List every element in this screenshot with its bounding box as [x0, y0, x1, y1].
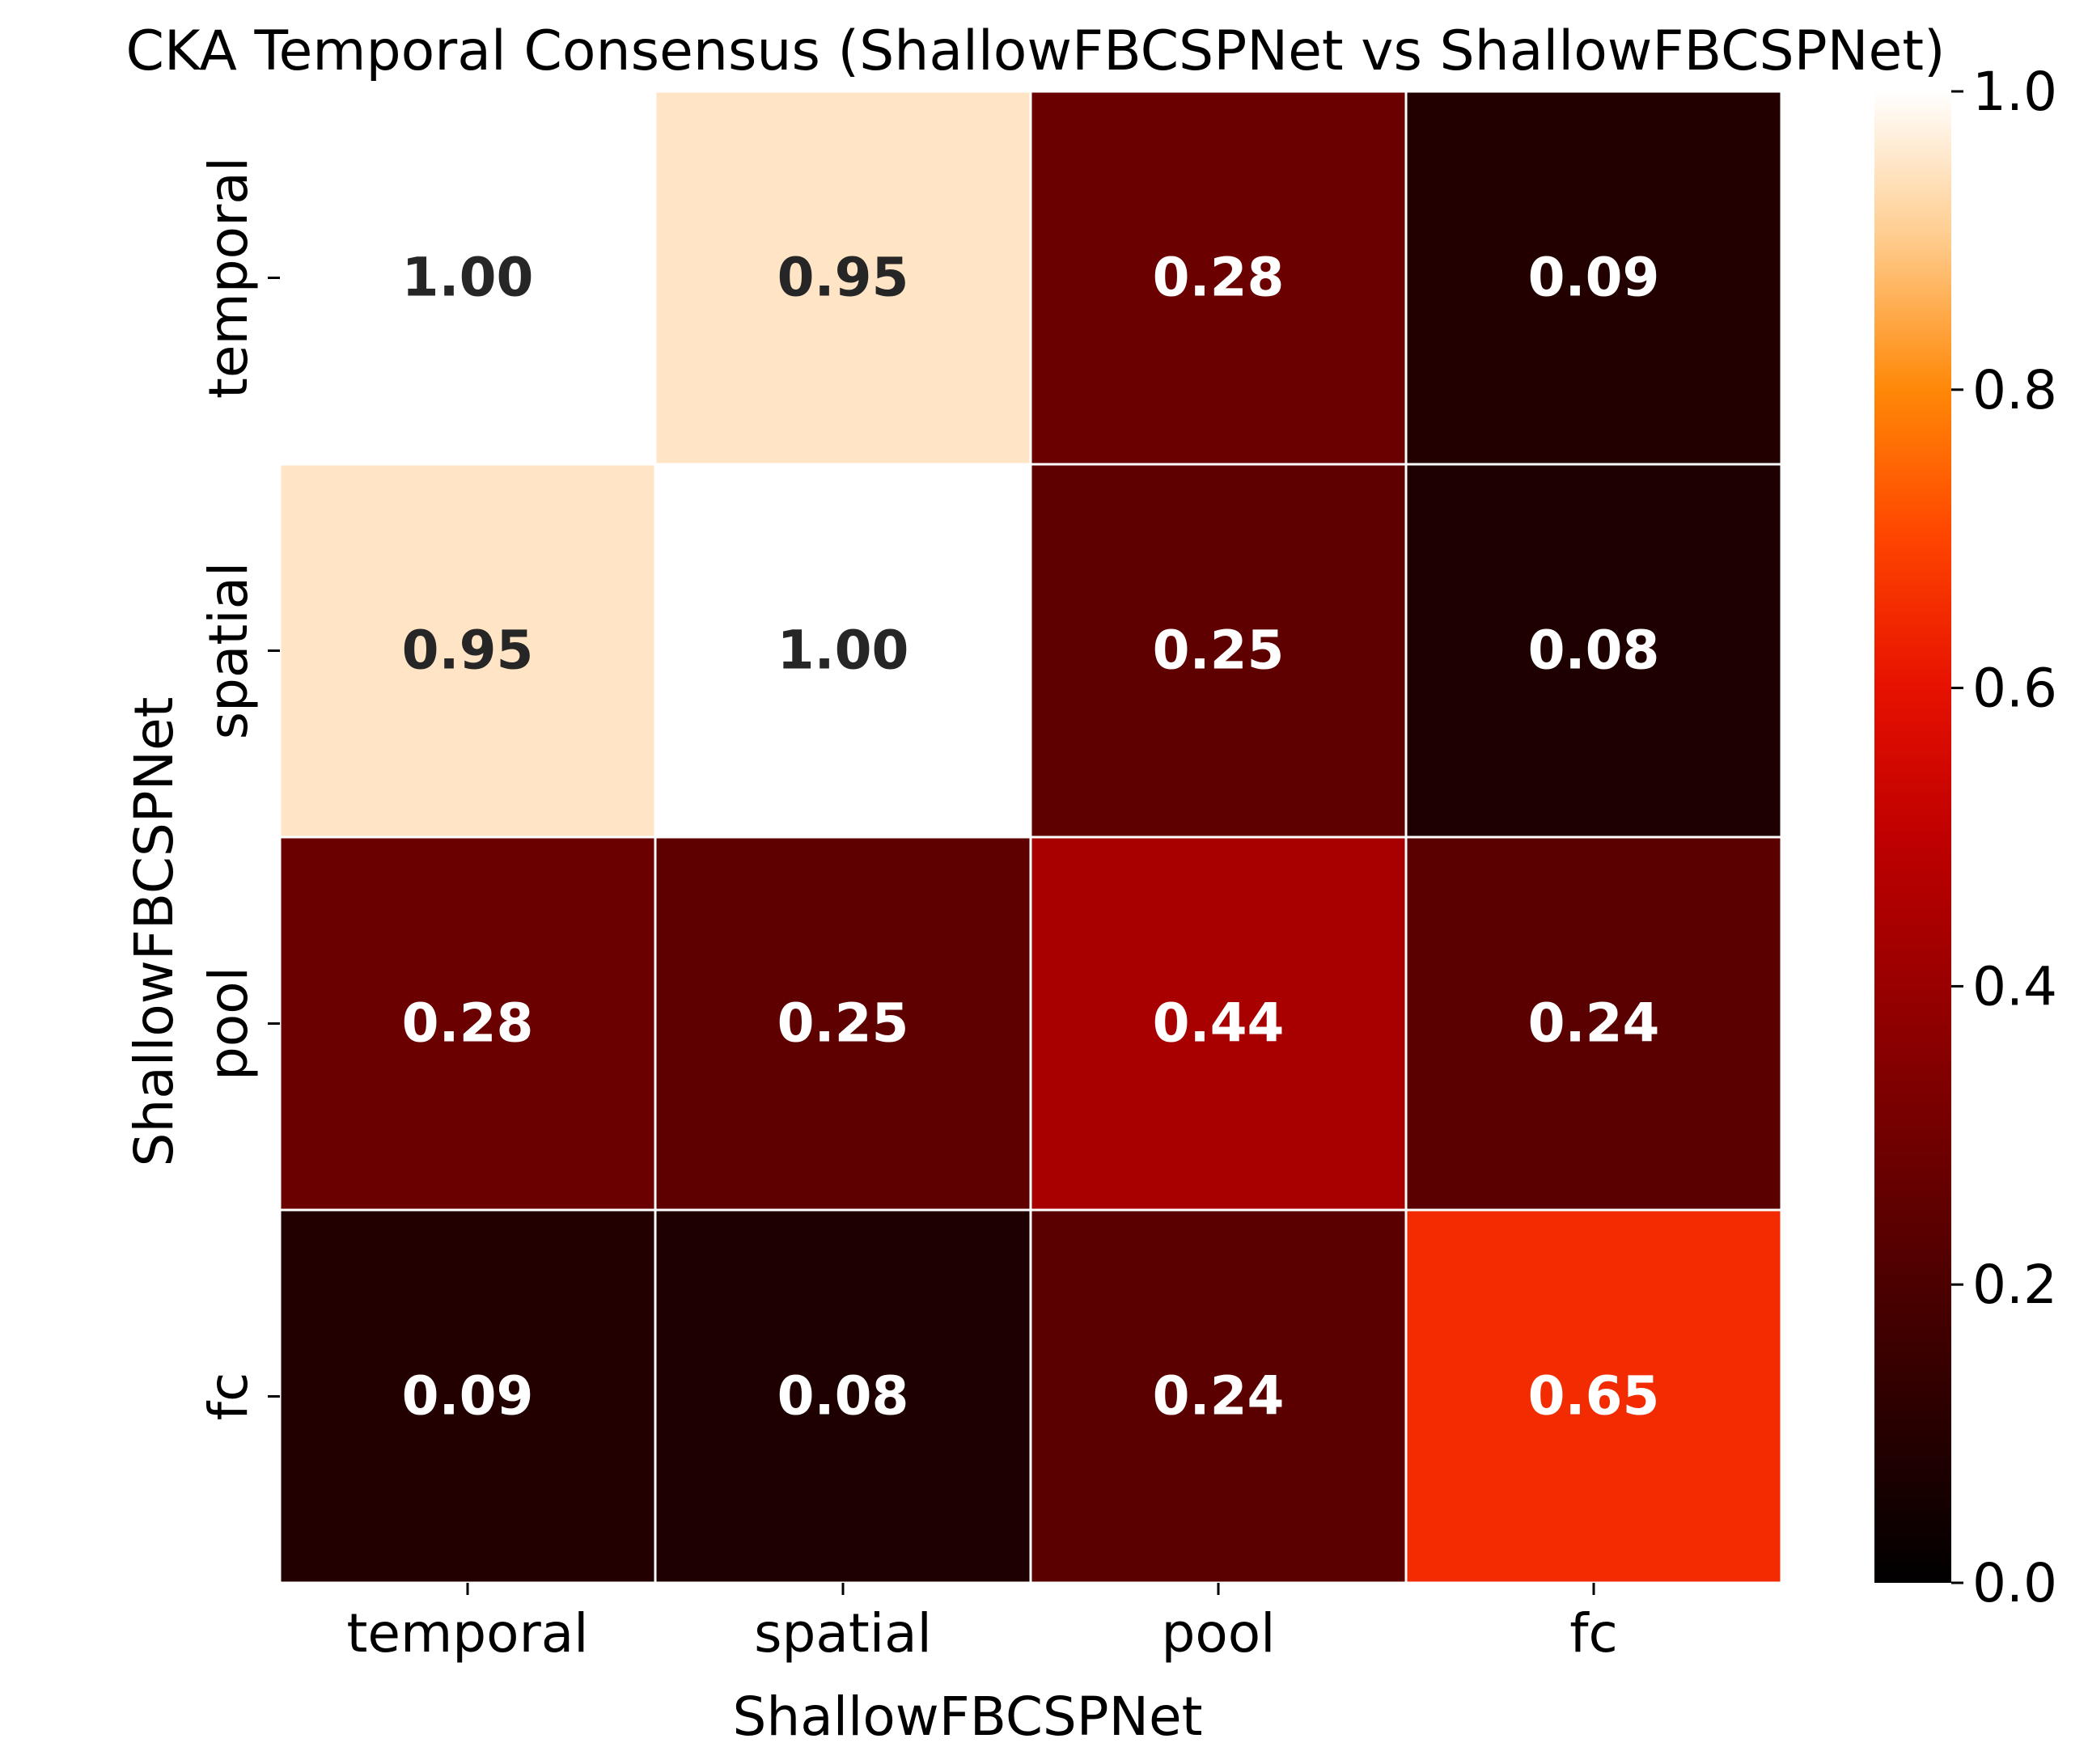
colorbar-tick-label: 0.6	[1972, 658, 2057, 720]
cell-value-label: 0.09	[402, 1365, 534, 1428]
cell-value-label: 0.28	[402, 992, 534, 1055]
x-axis-ticks: temporal spatial pool fc	[347, 1583, 1618, 1665]
cell-value-label: 0.24	[1153, 1365, 1285, 1428]
x-tick-label: spatial	[754, 1602, 932, 1665]
colorbar-ticks: 0.0 0.2 0.4 0.6 0.8 1.0	[1951, 61, 2057, 1614]
cell-value-label: 0.95	[402, 620, 534, 682]
x-tick-label: pool	[1162, 1602, 1276, 1665]
cell-value-label: 0.09	[1528, 247, 1660, 309]
cell-value-label: 0.65	[1528, 1365, 1660, 1428]
x-axis-label: ShallowFBCSPNet	[733, 1686, 1203, 1748]
cell-value-label: 0.08	[1528, 620, 1660, 682]
cell-value-label: 1.00	[777, 620, 909, 682]
heatmap-cell	[1404, 90, 1783, 466]
y-tick-label: temporal	[197, 157, 260, 399]
heatmap-cell	[278, 90, 657, 466]
heatmap-cells	[278, 90, 1783, 1584]
heatmap-annotations: 1.00 0.95 0.28 0.09 0.95 1.00 0.25 0.08 0.28 0.25…	[402, 247, 1660, 1428]
cell-value-label: 0.95	[777, 247, 909, 309]
heatmap-cell	[1029, 90, 1408, 466]
heatmap-cell	[1029, 463, 1408, 839]
y-axis-ticks: temporal spatial pool fc	[197, 157, 280, 1420]
heatmap-cell	[278, 1208, 657, 1584]
y-tick-label: pool	[197, 967, 260, 1081]
x-tick-label: temporal	[347, 1602, 589, 1665]
x-tick-label: fc	[1569, 1602, 1618, 1665]
colorbar-tick-label: 0.4	[1972, 955, 2057, 1017]
colorbar-tick-label: 0.2	[1972, 1254, 2057, 1316]
cell-value-label: 1.00	[402, 247, 534, 309]
cell-value-label: 0.24	[1528, 992, 1660, 1055]
heatmap-cell	[1029, 1208, 1408, 1584]
y-tick-label: fc	[197, 1373, 260, 1421]
heatmap-cell	[654, 835, 1032, 1212]
heatmap-cell	[1404, 1208, 1783, 1584]
y-tick-label: spatial	[197, 562, 260, 740]
cell-value-label: 0.08	[777, 1365, 909, 1428]
heatmap-cell	[1404, 835, 1783, 1212]
cell-value-label: 0.25	[1153, 620, 1285, 682]
colorbar-tick-label: 1.0	[1972, 61, 2057, 123]
cell-value-label: 0.25	[777, 992, 909, 1055]
colorbar-tick-label: 0.0	[1972, 1552, 2057, 1614]
cell-value-label: 0.44	[1153, 992, 1285, 1055]
heatmap-cell	[654, 90, 1032, 466]
colorbar	[1874, 91, 1951, 1583]
heatmap-cell	[1404, 463, 1783, 839]
cell-value-label: 0.28	[1153, 247, 1285, 309]
y-axis-label: ShallowFBCSPNet	[123, 697, 185, 1167]
colorbar-tick-label: 0.8	[1972, 359, 2057, 421]
chart-title: CKA Temporal Consensus (ShallowFBCSPNet …	[125, 19, 1945, 83]
heatmap-cell	[278, 463, 657, 839]
heatmap-cell	[654, 463, 1032, 839]
heatmap-cell	[654, 1208, 1032, 1584]
